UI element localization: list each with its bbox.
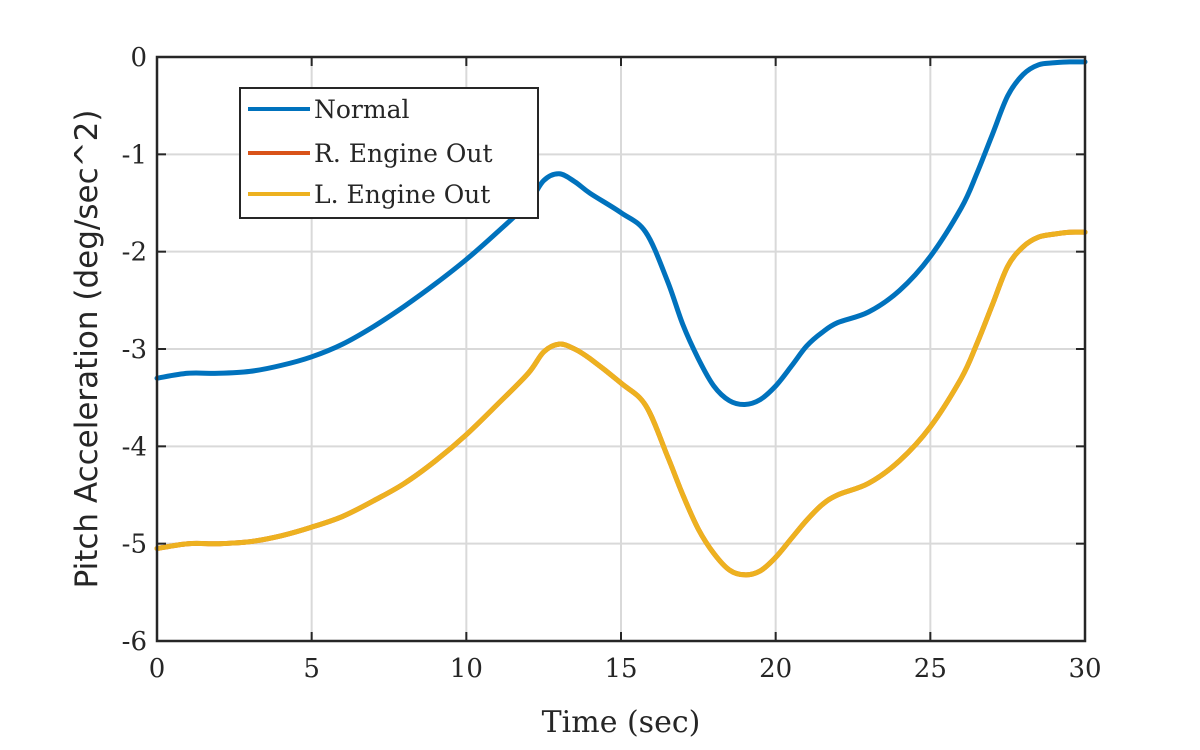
legend: Normal R. Engine Out L. Engine Out [239,87,539,219]
y-tick-label: -4 [122,432,147,462]
legend-label-normal: Normal [314,95,409,124]
y-tick-label: -1 [122,140,147,170]
y-tick-label: -3 [122,335,147,365]
series-line-normal [154,59,1088,408]
y-tick-label: -2 [122,238,147,268]
legend-label-r-engine-out: R. Engine Out [314,139,493,168]
x-tick-label: 20 [759,654,792,684]
x-tick-label: 25 [914,654,947,684]
y-tick-label: -5 [122,530,147,560]
x-tick-label: 5 [303,654,320,684]
y-tick-label: -6 [122,627,147,657]
x-tick-label: 30 [1068,654,1101,684]
x-tick-label: 10 [450,654,483,684]
series-line-l-engine-out [154,229,1088,578]
y-tick-label: 0 [130,43,147,73]
x-tick-label: 15 [604,654,637,684]
y-axis-label: Pitch Acceleration (deg/sec^2) [69,110,105,589]
ticks: 0 5 10 15 20 25 30 0 -1 -2 -3 -4 -5 -6 [122,43,1102,684]
x-axis-label: Time (sec) [542,705,701,740]
legend-label-l-engine-out: L. Engine Out [314,180,490,209]
x-tick-label: 0 [149,654,166,684]
series-layer [154,59,1088,578]
grid [157,57,1085,641]
